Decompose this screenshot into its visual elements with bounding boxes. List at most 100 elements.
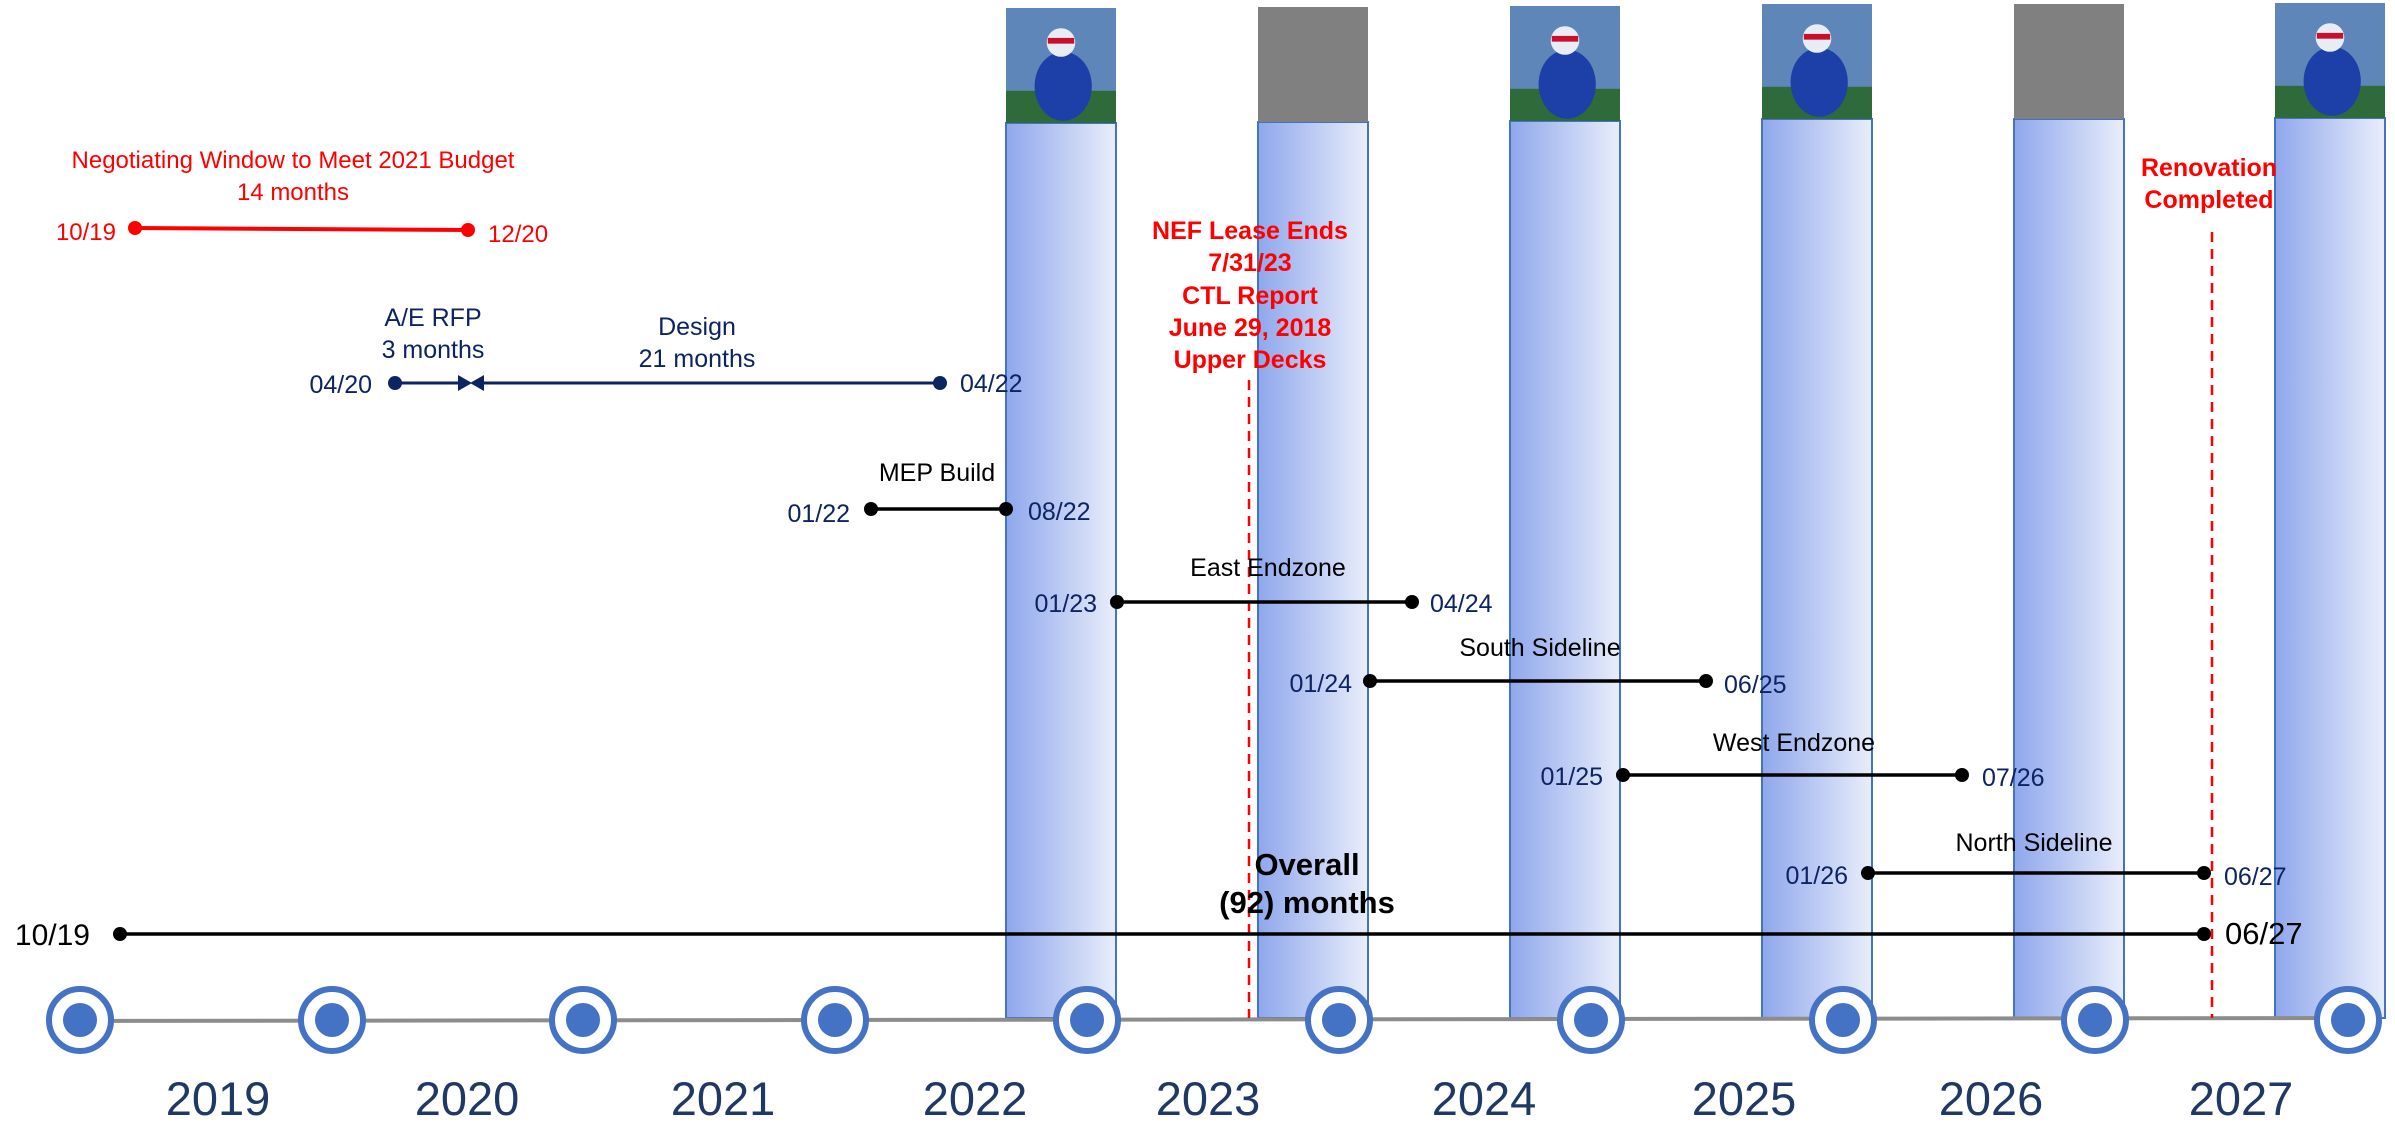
design-title: Design [658,313,736,341]
year-marker [2314,986,2382,1054]
year-marker [1053,986,1121,1054]
season-columns [1005,3,2386,1019]
year-marker [549,986,617,1054]
west-endzone-end-date: 07/26 [1982,764,2045,792]
west-endzone-end-dot [1955,768,1969,782]
season-column-2025 [1761,4,1873,1019]
negotiating-end-date: 12/20 [488,221,548,248]
year-label-2023: 2023 [1156,1072,1261,1124]
mep-build-bar: MEP Build 01/22 08/22 [787,459,1090,528]
south-sideline-end-dot [1699,674,1713,688]
year-label-2026: 2026 [1939,1072,2044,1124]
ae-rfp-start-dot [388,376,402,390]
season-bar-2024 [1509,120,1621,1019]
season-bar-2026 [2013,118,2125,1019]
ae-rfp-title: A/E RFP [384,304,481,332]
ae-rfp-duration: 3 months [382,336,485,364]
ae-rfp-start-date: 04/20 [309,371,372,399]
season-column-2022 [1005,8,1117,1019]
east-endzone-title: East Endzone [1190,554,1346,582]
season-column-2026 [2013,4,2125,1019]
negotiating-window-bar: Negotiating Window to Meet 2021 Budget 1… [56,147,548,248]
renovation-note-line-2: Completed [2144,186,2273,214]
negotiating-start-dot [128,221,142,235]
year-label-2022: 2022 [923,1072,1028,1124]
mep-build-start-dot [864,502,878,516]
west-endzone-start-date: 01/25 [1540,763,1603,791]
season-bar-2023 [1257,121,1369,1019]
player-photo-2025 [1762,4,1872,119]
year-marker [46,986,114,1054]
south-sideline-bar: South Sideline 01/24 06/25 [1289,634,1786,699]
year-label-2027: 2027 [2189,1072,2294,1124]
south-sideline-start-dot [1363,674,1377,688]
mep-build-start-date: 01/22 [787,500,850,528]
negotiating-end-dot [461,223,475,237]
north-sideline-end-dot [2197,866,2211,880]
overall-duration: (92) months [1219,885,1395,920]
season-bar-2022 [1005,122,1117,1019]
east-endzone-start-dot [1110,595,1124,609]
year-label-2024: 2024 [1432,1072,1537,1124]
photo-placeholder-2026 [2014,4,2124,119]
design-duration: 21 months [639,345,756,373]
east-endzone-end-dot [1405,595,1419,609]
year-marker [1809,986,1877,1054]
east-endzone-end-date: 04/24 [1430,590,1493,618]
overall-end-date: 06/27 [2225,916,2303,951]
overall-end-dot [2197,927,2211,941]
renovation-note: Renovation Completed [2141,154,2277,214]
year-label-2019: 2019 [166,1072,271,1124]
south-sideline-end-date: 06/25 [1724,671,1787,699]
ae-rfp-design-bar: A/E RFP 3 months Design 21 months 04/20 … [309,304,1022,399]
nef-note-line-2: 7/31/23 [1208,249,1291,277]
player-photo-2022 [1006,8,1116,123]
east-endzone-start-date: 01/23 [1034,590,1097,618]
year-marker [1305,986,1373,1054]
year-label-2025: 2025 [1692,1072,1797,1124]
overall-title: Overall [1254,847,1359,882]
north-sideline-start-date: 01/26 [1785,862,1848,890]
season-bar-2025 [1761,118,1873,1019]
negotiating-window-title: Negotiating Window to Meet 2021 Budget [72,147,515,174]
north-sideline-bar: North Sideline 01/26 06/27 [1785,829,2286,891]
year-label-2020: 2020 [415,1072,520,1124]
east-endzone-bar: East Endzone 01/23 04/24 [1034,554,1492,618]
year-marker [298,986,366,1054]
west-endzone-bar: West Endzone 01/25 07/26 [1540,729,2044,792]
negotiating-start-date: 10/19 [56,219,116,246]
ae-rfp-arrowhead [458,375,472,391]
year-marker [801,986,869,1054]
season-column-2027 [2274,3,2386,1019]
design-end-date: 04/22 [960,370,1023,398]
nef-note-line-4: June 29, 2018 [1169,314,1332,342]
season-bar-2027 [2274,117,2386,1019]
nef-lease-note: NEF Lease Ends 7/31/23 CTL Report June 2… [1152,217,1348,374]
photo-placeholder-2023 [1258,7,1368,122]
south-sideline-title: South Sideline [1459,634,1620,662]
mep-build-end-date: 08/22 [1028,498,1091,526]
nef-note-line-5: Upper Decks [1174,346,1327,374]
north-sideline-title: North Sideline [1955,829,2112,857]
overall-start-date: 10/19 [15,919,90,952]
north-sideline-start-dot [1861,866,1875,880]
year-marker [1557,986,1625,1054]
west-endzone-start-dot [1616,768,1630,782]
nef-note-line-1: NEF Lease Ends [1152,217,1348,245]
north-sideline-end-date: 06/27 [2224,863,2287,891]
nef-note-line-3: CTL Report [1182,282,1318,310]
south-sideline-start-date: 01/24 [1289,670,1352,698]
year-markers [46,986,2382,1054]
mep-build-title: MEP Build [879,459,995,487]
season-column-2024 [1509,6,1621,1019]
renovation-note-line-1: Renovation [2141,154,2277,182]
overall-start-dot [113,927,127,941]
mep-build-end-dot [999,502,1013,516]
year-label-2021: 2021 [671,1072,776,1124]
year-marker [2061,986,2129,1054]
design-arrowhead [470,375,484,391]
year-labels: 2019 2020 2021 2022 2023 2024 2025 2026 2027 [166,1072,2294,1125]
player-photo-2027 [2275,3,2385,118]
